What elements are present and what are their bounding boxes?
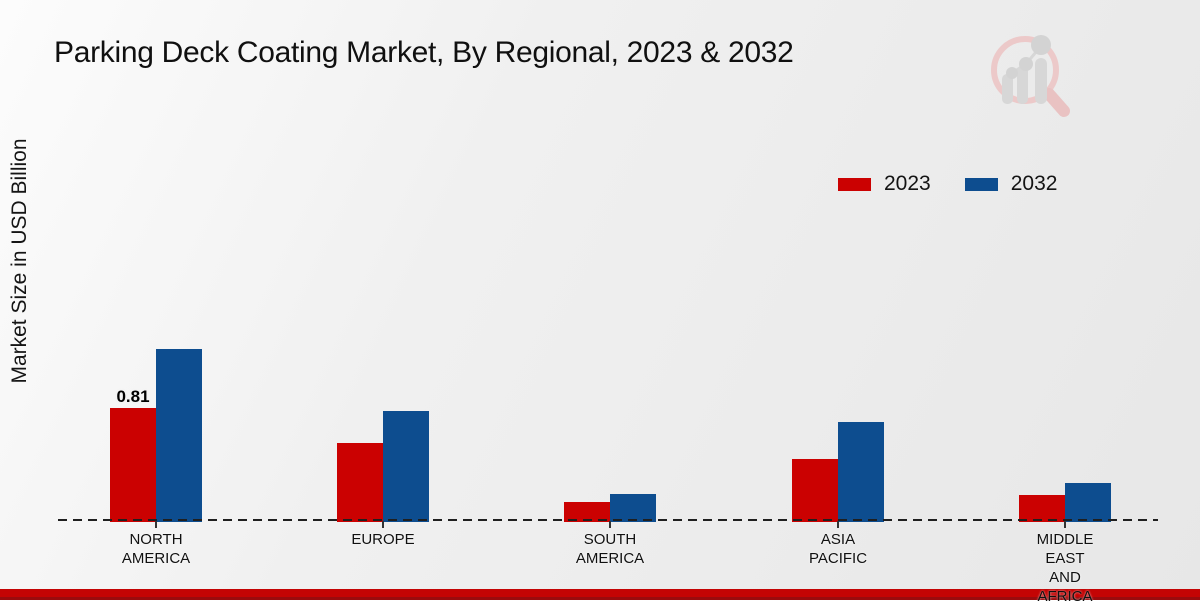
y-axis-label: Market Size in USD Billion: [8, 138, 31, 384]
bar-2023-south-america: [564, 502, 610, 522]
footer-band-edge: [0, 597, 1200, 600]
bar-2023-europe: [337, 443, 383, 522]
watermark-logo-icon: [991, 35, 1070, 117]
x-axis-tick: [609, 521, 611, 528]
x-axis-line: [58, 519, 1158, 521]
legend: 2023 2032: [838, 172, 1057, 196]
legend-item-2032: 2032: [964, 172, 1058, 196]
bar-2032-europe: [383, 411, 429, 522]
x-axis-tick: [155, 521, 157, 528]
chart-title: Parking Deck Coating Market, By Regional…: [54, 36, 794, 69]
bar-2032-middle-east-and-africa: [1065, 483, 1111, 522]
x-axis-tick: [837, 521, 839, 528]
bar-2032-south-america: [610, 494, 656, 522]
x-axis-category-label: NORTH AMERICA: [121, 531, 191, 567]
x-axis-category-label: SOUTH AMERICA: [575, 531, 645, 567]
x-axis-category-label: ASIA PACIFIC: [808, 531, 868, 567]
legend-swatch-2032: [964, 177, 998, 191]
x-axis-category-label: EUROPE: [351, 531, 415, 548]
legend-label: 2032: [1010, 172, 1058, 195]
x-axis-category-label: MIDDLE EAST AND AFRICA: [1036, 531, 1094, 605]
bar-2023-north-america: [110, 408, 156, 522]
bar-2032-asia-pacific: [838, 422, 884, 522]
bar-2023-asia-pacific: [792, 459, 838, 522]
bar-2023-middle-east-and-africa: [1019, 495, 1065, 522]
bar-value-label: 0.81: [116, 387, 150, 406]
bar-2032-north-america: [156, 349, 202, 522]
legend-label: 2023: [884, 172, 931, 195]
legend-item-2023: 2023: [838, 172, 931, 196]
footer-band: [0, 589, 1200, 597]
legend-swatch-2023: [838, 177, 871, 191]
x-axis-tick: [382, 521, 384, 528]
x-axis-tick: [1064, 521, 1066, 528]
